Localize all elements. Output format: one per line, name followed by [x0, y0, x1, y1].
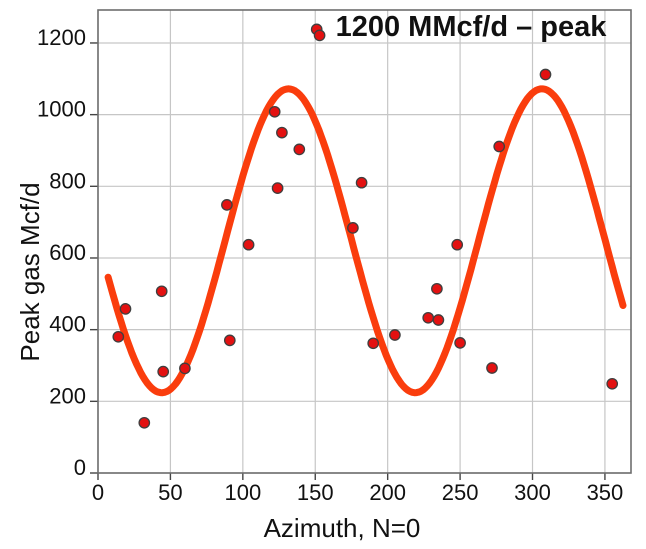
data-point — [179, 362, 191, 375]
data-point — [271, 182, 284, 194]
plot-frame — [97, 9, 632, 474]
x-tick-label: 50 — [158, 480, 182, 505]
y-tick-label: 600 — [49, 240, 86, 265]
x-axis-title: Azimuth, N=0 — [264, 513, 421, 543]
grid-layer — [97, 10, 631, 474]
y-axis-title: Peak gas Mcf/d — [15, 182, 45, 361]
y-tick-label: 200 — [49, 383, 86, 408]
data-point — [221, 199, 233, 211]
data-point — [155, 285, 168, 298]
point-layer — [112, 23, 619, 429]
data-point — [223, 334, 236, 347]
axis-layer: 0 50 100 150 200 250 300 350 0 200 400 600 800 1000 12… — [37, 9, 632, 505]
data-point — [431, 282, 443, 295]
data-point — [313, 29, 326, 42]
y-tick-label: 1200 — [37, 25, 86, 50]
x-tick-label: 0 — [92, 480, 104, 505]
y-tick-label: 400 — [49, 312, 86, 337]
data-point — [432, 314, 445, 326]
data-point — [367, 337, 380, 350]
data-point — [493, 140, 506, 153]
data-point — [539, 68, 552, 81]
data-point — [347, 222, 359, 234]
data-point — [242, 238, 255, 251]
data-point — [293, 143, 306, 156]
x-tick-label: 150 — [297, 480, 334, 505]
data-point — [389, 329, 401, 341]
data-point — [422, 311, 435, 324]
data-point — [138, 416, 151, 429]
data-point — [112, 330, 125, 343]
data-point — [157, 365, 170, 378]
x-tick-label: 300 — [514, 480, 551, 505]
x-tick-label: 250 — [442, 480, 479, 505]
y-tick-label: 800 — [49, 168, 86, 193]
data-point — [268, 105, 281, 118]
data-point — [606, 377, 619, 390]
x-tick-label: 350 — [587, 480, 624, 505]
data-point — [276, 126, 288, 139]
data-point — [451, 238, 464, 251]
x-tick-label: 100 — [224, 480, 261, 505]
data-point — [486, 362, 498, 374]
x-tick-label: 200 — [369, 480, 406, 505]
data-point — [355, 176, 368, 189]
y-tick-label: 0 — [74, 455, 86, 480]
data-point — [454, 337, 466, 349]
curve-layer — [104, 85, 627, 397]
fit-curve — [104, 85, 627, 397]
chart-annotation: 1200 MMcf/d – peak — [336, 11, 608, 43]
data-point — [119, 303, 132, 315]
y-tick-label: 1000 — [37, 97, 86, 122]
